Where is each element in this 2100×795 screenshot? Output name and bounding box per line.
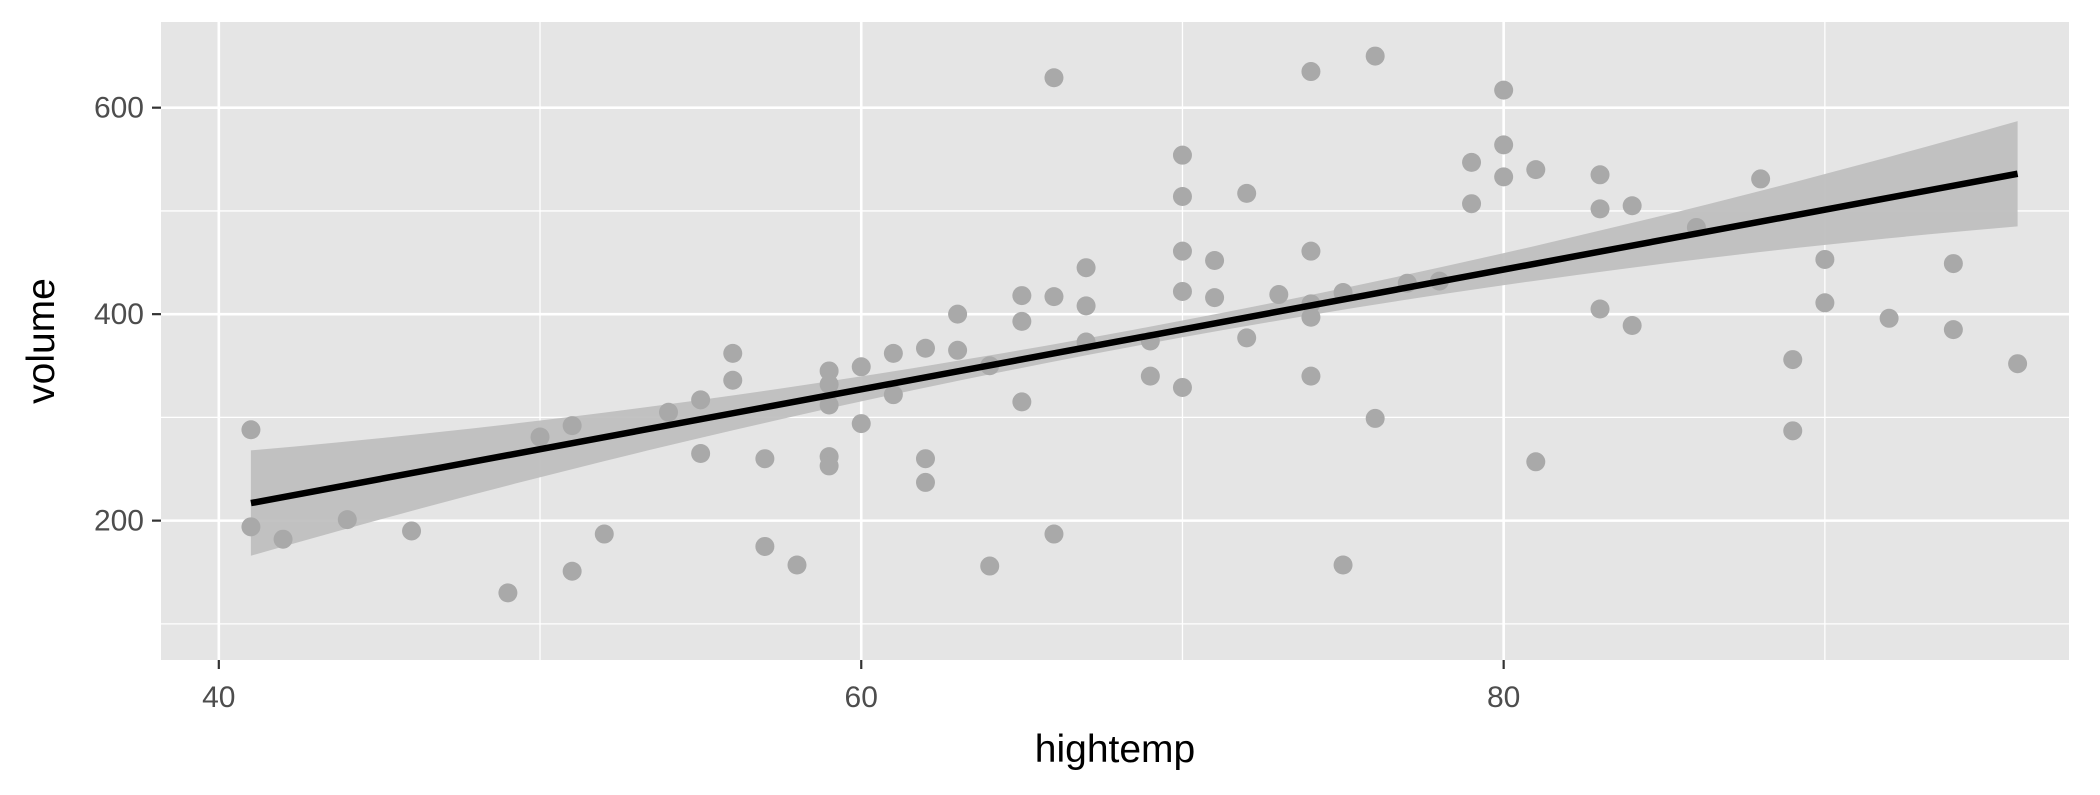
data-point	[723, 371, 742, 390]
data-point	[1044, 68, 1063, 87]
data-point	[884, 344, 903, 363]
data-point	[1334, 556, 1353, 575]
data-point	[1366, 47, 1385, 66]
data-point	[1623, 316, 1642, 335]
data-point	[338, 510, 357, 529]
data-point	[1205, 288, 1224, 307]
data-point	[1494, 81, 1513, 100]
data-point	[1173, 187, 1192, 206]
data-point	[1462, 153, 1481, 172]
y-tick-label: 200	[94, 505, 144, 538]
data-point	[1815, 293, 1834, 312]
data-point	[1012, 312, 1031, 331]
data-point	[1301, 62, 1320, 81]
data-point	[1783, 350, 1802, 369]
data-point	[884, 385, 903, 404]
data-point	[788, 556, 807, 575]
data-point	[691, 390, 710, 409]
data-point	[1173, 378, 1192, 397]
data-point	[1077, 296, 1096, 315]
data-point	[1591, 199, 1610, 218]
data-point	[916, 449, 935, 468]
data-point	[1141, 367, 1160, 386]
data-point	[1269, 285, 1288, 304]
data-point	[1237, 328, 1256, 347]
data-point	[723, 344, 742, 363]
data-point	[1944, 254, 1963, 273]
data-point	[755, 537, 774, 556]
data-point	[1494, 167, 1513, 186]
x-tick-label: 60	[845, 681, 878, 714]
data-point	[659, 403, 678, 422]
data-point	[1783, 421, 1802, 440]
data-point	[563, 416, 582, 435]
data-point	[852, 414, 871, 433]
data-point	[1462, 194, 1481, 213]
data-point	[820, 456, 839, 475]
data-point	[1591, 299, 1610, 318]
data-point	[852, 357, 871, 376]
data-point	[595, 525, 614, 544]
data-point	[948, 341, 967, 360]
data-point	[563, 562, 582, 581]
data-point	[1880, 309, 1899, 328]
data-point	[1173, 146, 1192, 165]
data-point	[948, 305, 967, 324]
data-point	[1494, 135, 1513, 154]
data-point	[402, 521, 421, 540]
data-point	[1044, 287, 1063, 306]
data-point	[1751, 169, 1770, 188]
x-tick-label: 40	[202, 681, 235, 714]
y-tick-label: 600	[94, 92, 144, 125]
data-point	[1237, 184, 1256, 203]
data-point	[1012, 286, 1031, 305]
data-point	[1301, 367, 1320, 386]
data-point	[1173, 242, 1192, 261]
data-point	[1077, 258, 1096, 277]
data-point	[1301, 242, 1320, 261]
data-point	[691, 444, 710, 463]
x-axis-title: hightemp	[1035, 728, 1195, 771]
data-point	[1944, 320, 1963, 339]
data-point	[274, 530, 293, 549]
data-point	[531, 428, 550, 447]
x-tick-label: 80	[1487, 681, 1520, 714]
data-point	[1173, 282, 1192, 301]
data-point	[755, 449, 774, 468]
data-point	[1012, 392, 1031, 411]
data-point	[1526, 160, 1545, 179]
y-axis-title: volume	[20, 278, 63, 404]
data-point	[498, 583, 517, 602]
data-point	[241, 420, 260, 439]
data-point	[980, 557, 999, 576]
data-point	[1205, 251, 1224, 270]
data-point	[1526, 452, 1545, 471]
data-point	[916, 339, 935, 358]
data-point	[916, 473, 935, 492]
data-point	[1301, 308, 1320, 327]
data-point	[1366, 409, 1385, 428]
data-point	[1815, 250, 1834, 269]
data-point	[241, 517, 260, 536]
data-point	[1044, 525, 1063, 544]
data-point	[1623, 196, 1642, 215]
data-point	[1591, 165, 1610, 184]
data-point	[2008, 354, 2027, 373]
y-tick-label: 400	[94, 298, 144, 331]
